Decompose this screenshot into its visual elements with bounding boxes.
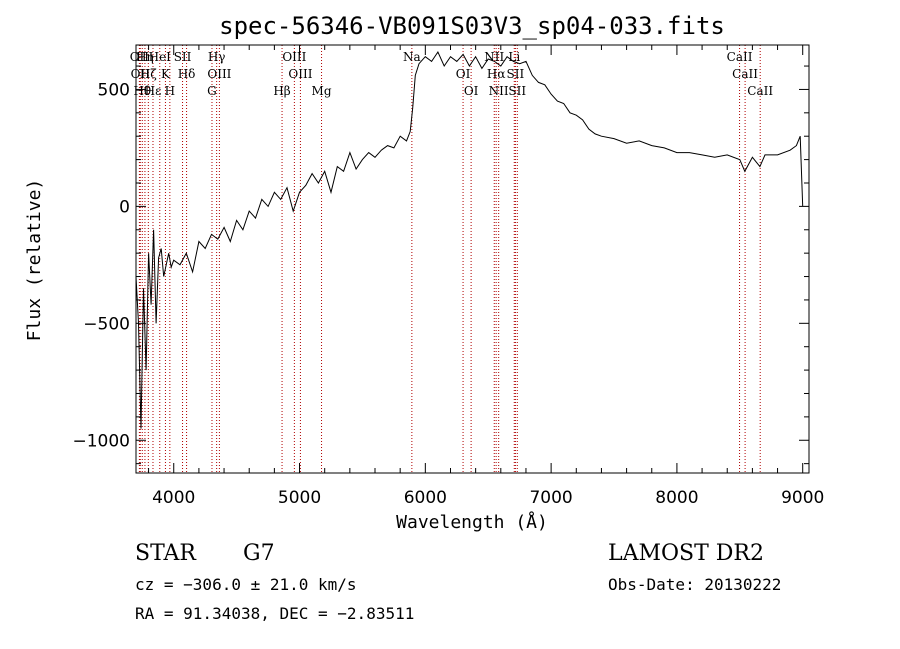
line-marker-label: Hγ (208, 50, 226, 64)
line-marker-label: OII (130, 50, 150, 64)
line-marker-label: Hε (145, 84, 162, 98)
line-marker-label: SII (507, 67, 525, 81)
y-tick-label: 500 (98, 80, 130, 100)
line-marker-label: OIII (207, 67, 231, 81)
line-marker-label: OI (456, 67, 471, 81)
line-marker-label: G (207, 84, 217, 98)
line-marker-label: H (165, 84, 175, 98)
line-marker-label: NII (489, 84, 509, 98)
y-tick-label: −1000 (72, 431, 130, 451)
line-marker-labels: OIIOIIHθHηHζHεHeIKHSIIHδGHγOIIIHβOIIIOII… (130, 50, 774, 98)
line-marker-label: OIII (288, 67, 312, 81)
x-tick-label: 8000 (655, 488, 698, 508)
x-tick-label: 5000 (278, 488, 321, 508)
line-marker-label: Hθ (133, 84, 151, 98)
line-marker-label: HeI (149, 50, 172, 64)
line-marker-label: Mg (312, 84, 332, 98)
y-axis-title: Flux (relative) (24, 179, 45, 342)
line-marker-label: Na (403, 50, 421, 64)
plot-frame (135, 44, 810, 474)
line-marker-label: SII (508, 84, 526, 98)
line-marker-label: K (161, 67, 171, 81)
line-marker-label: Hδ (178, 67, 196, 81)
x-tick-label: 4000 (152, 488, 195, 508)
line-marker-label: OI (464, 84, 479, 98)
spectrum-series-line (135, 50, 804, 429)
line-marker-label: CaII (747, 84, 773, 98)
y-axis-ticks: −1000 −500 0 500 (72, 65, 809, 465)
y-tick-label: 0 (119, 197, 130, 217)
x-tick-label: 7000 (529, 488, 572, 508)
chart-title: spec-56346-VB091S03V3_sp04-033.fits (219, 12, 725, 40)
x-axis-title: Wavelength (Å) (396, 511, 548, 533)
coords-text: RA = 91.34038, DEC = −2.83511 (135, 604, 414, 623)
line-marker-label: OIII (282, 50, 306, 64)
velocity-text: cz = −306.0 ± 21.0 km/s (135, 575, 357, 594)
x-tick-label: 9000 (781, 488, 824, 508)
survey-name: LAMOST DR2 (608, 541, 764, 566)
object-subclass: G7 (243, 541, 275, 566)
line-marker-label: CaII (727, 50, 753, 64)
x-axis-ticks: 4000 5000 6000 7000 8000 9000 (148, 45, 824, 508)
line-markers (138, 45, 761, 473)
line-marker-label: CaII (732, 67, 758, 81)
x-tick-label: 6000 (404, 488, 447, 508)
line-marker-label: Hβ (273, 84, 290, 98)
line-marker-label: Hη (136, 50, 154, 64)
line-marker-label: NII (484, 50, 504, 64)
line-marker-label: SII (174, 50, 192, 64)
obs-date-text: Obs-Date: 20130222 (608, 575, 781, 594)
y-tick-label: −500 (83, 314, 130, 334)
line-marker-label: Li (508, 50, 520, 64)
line-marker-label: Hζ (140, 67, 157, 81)
object-class: STAR (135, 541, 197, 566)
line-marker-label: Hα (487, 67, 506, 81)
